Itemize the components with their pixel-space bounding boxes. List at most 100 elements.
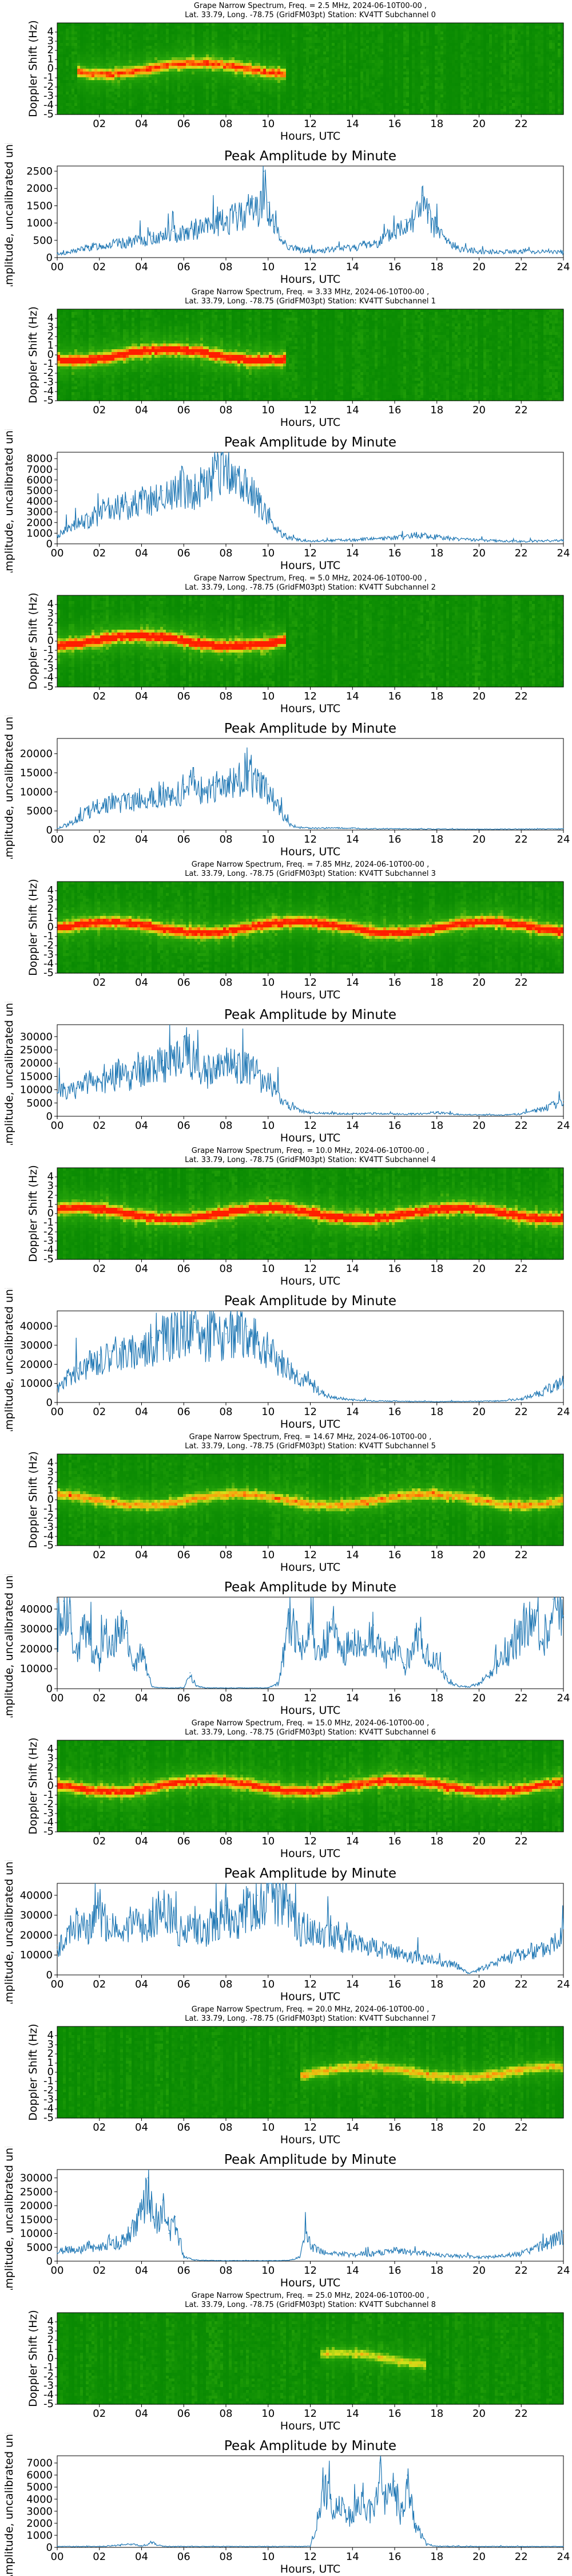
x-tick-label: 14 xyxy=(346,1120,359,1132)
x-tick-label: 10 xyxy=(261,2265,275,2277)
y-tick-label: 2 xyxy=(47,1189,54,1201)
amplitude-point xyxy=(57,2546,58,2547)
y-tick-label: -5 xyxy=(43,2112,54,2124)
amplitude-point xyxy=(193,1057,195,1058)
amplitude-point xyxy=(299,248,300,250)
amplitude-point xyxy=(478,250,480,251)
y-axis-label: Doppler Shift (Hz) xyxy=(27,20,39,117)
amplitude-point xyxy=(214,471,216,472)
y-axis-label: Amplitude, uncalibrated units xyxy=(3,429,15,572)
x-tick-label: 12 xyxy=(304,2551,317,2563)
amplitude-point xyxy=(152,1686,153,1688)
x-tick-label: 02 xyxy=(93,1978,106,1990)
y-axis-label: Amplitude, uncalibrated units xyxy=(3,1574,15,1717)
amplitude-point xyxy=(309,1382,311,1384)
y-tick-label: 30000 xyxy=(20,2172,53,2184)
x-tick-label: 14 xyxy=(346,1835,359,1847)
spectrogram-title-line1: Grape Narrow Spectrum, Freq. = 5.0 MHz, … xyxy=(194,574,427,583)
x-tick-label: 20 xyxy=(472,1978,486,1990)
amplitude-point xyxy=(309,1918,311,1920)
spectrogram-title-line2: Lat. 33.79, Long. -78.75 (GridFM03pt) St… xyxy=(185,2014,436,2023)
amplitude-point xyxy=(468,1972,469,1974)
y-tick-label: 0 xyxy=(46,824,53,836)
x-tick-label: 02 xyxy=(93,977,106,989)
y-axis-label: Doppler Shift (Hz) xyxy=(27,306,39,404)
x-tick-label: 22 xyxy=(515,690,528,702)
x-tick-label: 24 xyxy=(557,833,570,846)
y-tick-label: 10000 xyxy=(20,1949,53,1961)
amplitude-point xyxy=(67,824,69,825)
amplitude-point xyxy=(309,2546,311,2547)
amplitude-point xyxy=(499,1958,501,1959)
amplitude-point xyxy=(563,828,564,829)
amplitude-point xyxy=(457,1113,459,1115)
x-tick-label: 18 xyxy=(430,2265,443,2277)
y-tick-label: -5 xyxy=(43,967,54,979)
amplitude-point xyxy=(183,228,185,230)
amplitude-point xyxy=(99,803,100,804)
amplitude-point xyxy=(352,246,353,247)
x-tick-label: 16 xyxy=(388,690,402,702)
amplitude-point xyxy=(109,799,110,800)
amplitude-point xyxy=(141,1644,142,1646)
y-tick-label: -5 xyxy=(43,681,54,693)
amplitude-point xyxy=(268,1887,269,1888)
y-axis-label: Doppler Shift (Hz) xyxy=(27,1165,39,1262)
spectrogram-title-line1: Grape Narrow Spectrum, Freq. = 7.85 MHz,… xyxy=(192,860,429,869)
amplitude-point xyxy=(499,1658,501,1660)
x-tick-label: 04 xyxy=(135,2265,148,2277)
amplitude-point xyxy=(78,1368,79,1369)
x-tick-label: 12 xyxy=(304,2265,317,2277)
x-axis-label: Hours, UTC xyxy=(280,2277,340,2289)
amplitude-point xyxy=(183,2546,185,2547)
x-tick-label: 02 xyxy=(93,2408,106,2420)
amplitude-point xyxy=(521,828,522,829)
amplitude-point xyxy=(193,1918,195,1920)
amplitude-point xyxy=(69,1613,70,1614)
y-tick-label: 0 xyxy=(46,2255,53,2267)
x-tick-label: 02 xyxy=(93,2121,106,2134)
spectrogram-chart: Grape Narrow Spectrum, Freq. = 15.0 MHz,… xyxy=(27,1719,564,1860)
amplitude-point xyxy=(236,776,237,777)
amplitude-point xyxy=(499,828,501,830)
amplitude-point xyxy=(542,1638,543,1639)
amplitude-point xyxy=(78,1914,79,1916)
amplitude-point xyxy=(57,253,58,254)
x-tick-label: 02 xyxy=(93,690,106,702)
x-tick-label: 02 xyxy=(93,404,106,416)
chart-title: Peak Amplitude by Minute xyxy=(224,1294,396,1309)
amplitude-point xyxy=(373,828,374,829)
x-tick-label: 16 xyxy=(388,1692,402,1704)
x-tick-label: 18 xyxy=(430,1692,443,1704)
x-tick-label: 12 xyxy=(304,1549,317,1561)
amplitude-point xyxy=(173,1914,174,1916)
amplitude-point xyxy=(99,1658,100,1660)
y-axis-label: Doppler Shift (Hz) xyxy=(27,1737,39,1835)
x-tick-label: 00 xyxy=(51,833,64,846)
amplitude-block-6: Peak Amplitude by Minute 00 02 04 06 08 10 12 14… xyxy=(0,1860,572,2004)
y-axis-label: Doppler Shift (Hz) xyxy=(27,1451,39,1548)
x-axis-label: Hours, UTC xyxy=(280,1561,340,1574)
x-tick-label: 04 xyxy=(135,1120,148,1132)
y-axis-label: Amplitude, uncalibrated units xyxy=(3,143,15,286)
x-tick-label: 22 xyxy=(515,2265,528,2277)
chart-title: Peak Amplitude by Minute xyxy=(224,1866,396,1881)
amplitude-point xyxy=(415,1632,416,1634)
x-tick-label: 20 xyxy=(472,2408,486,2420)
y-tick-label: -3 xyxy=(43,662,54,674)
y-tick-label: -1 xyxy=(43,72,54,84)
spectrogram-title-line1: Grape Narrow Spectrum, Freq. = 3.33 MHz,… xyxy=(192,288,429,297)
y-tick-label: 6000 xyxy=(26,474,53,486)
x-tick-label: 14 xyxy=(346,1692,359,1704)
amplitude-point xyxy=(204,1687,205,1689)
spectrogram-block-6: Grape Narrow Spectrum, Freq. = 15.0 MHz,… xyxy=(0,1717,572,1860)
amplitude-point xyxy=(130,2543,132,2545)
amplitude-point xyxy=(109,1073,110,1074)
amplitude-point xyxy=(99,2546,100,2547)
amplitude-point xyxy=(563,251,564,252)
spectrogram-block-5: Grape Narrow Spectrum, Freq. = 14.67 MHz… xyxy=(0,1431,572,1574)
amplitude-point xyxy=(521,250,522,251)
amplitude-point xyxy=(394,1113,395,1115)
amplitude-point xyxy=(152,1910,153,1912)
amplitude-point xyxy=(120,1613,121,1614)
